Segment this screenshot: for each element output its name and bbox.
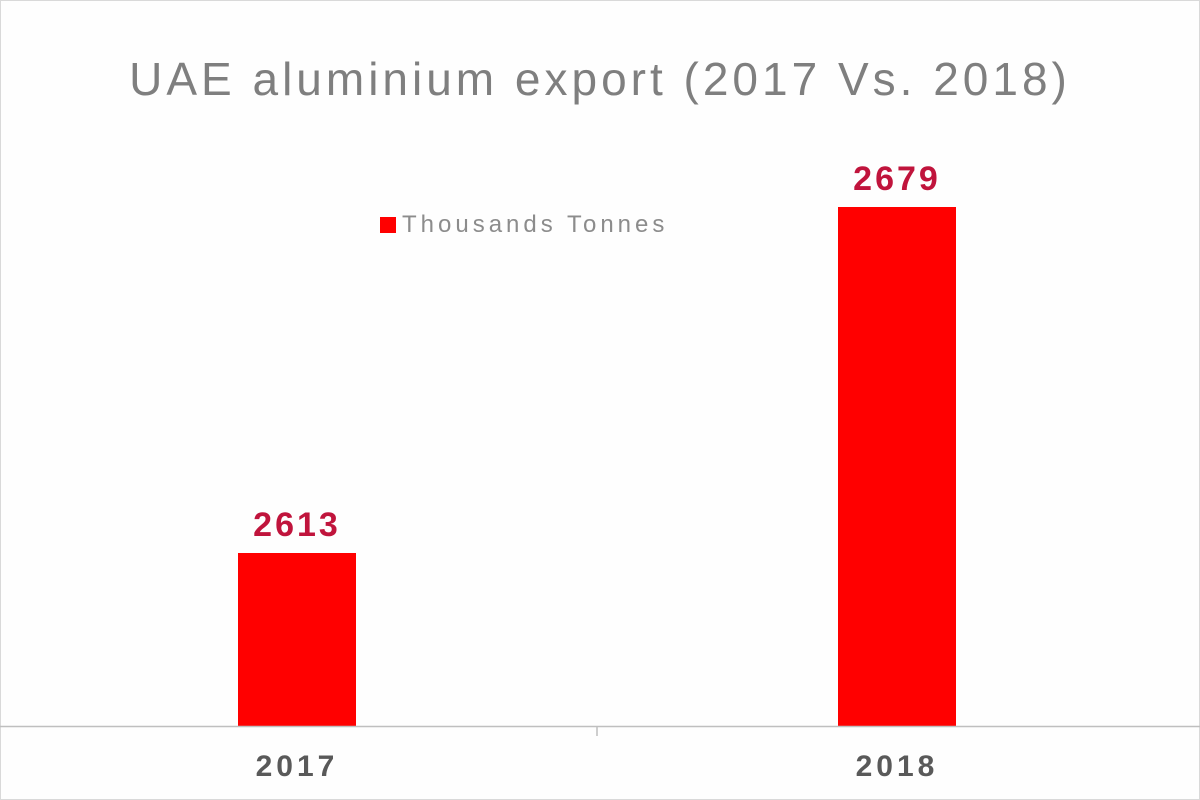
bar-2017 (238, 553, 356, 726)
legend-swatch (380, 217, 396, 233)
x-tick-label-2018: 2018 (856, 750, 939, 783)
x-tick-label-2017: 2017 (256, 750, 339, 783)
data-label-2017: 2613 (253, 506, 341, 544)
chart-title: UAE aluminium export (2017 Vs. 2018) (129, 53, 1071, 105)
data-label-2018: 2679 (853, 160, 941, 198)
legend-label: Thousands Tonnes (402, 211, 669, 238)
bar-2018 (838, 207, 956, 726)
legend: Thousands Tonnes (380, 208, 668, 242)
